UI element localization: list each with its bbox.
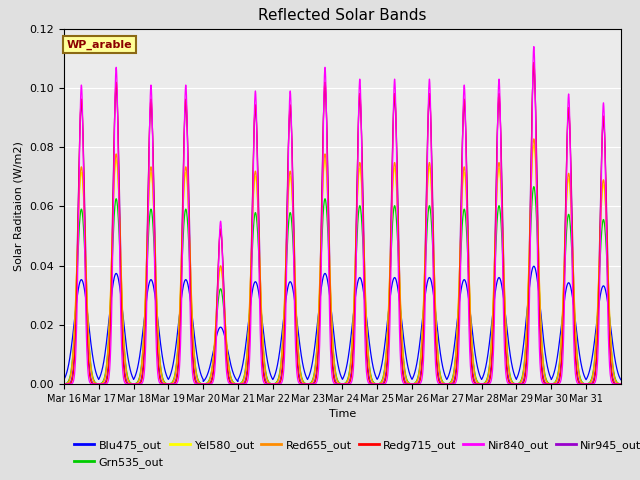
Text: WP_arable: WP_arable xyxy=(67,39,132,50)
X-axis label: Time: Time xyxy=(329,409,356,419)
Title: Reflected Solar Bands: Reflected Solar Bands xyxy=(258,9,427,24)
Legend: Blu475_out, Grn535_out, Yel580_out, Red655_out, Redg715_out, Nir840_out, Nir945_: Blu475_out, Grn535_out, Yel580_out, Red6… xyxy=(70,436,640,472)
Y-axis label: Solar Raditaion (W/m2): Solar Raditaion (W/m2) xyxy=(14,142,24,271)
